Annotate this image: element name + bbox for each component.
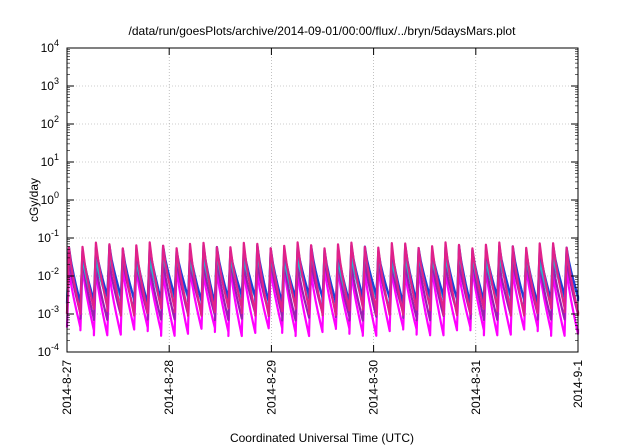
y-tick-label: 10-1 (38, 228, 59, 245)
y-tick-label: 10-4 (38, 342, 59, 359)
x-tick-label: 2014-8-31 (469, 360, 483, 415)
x-axis-label: Coordinated Universal Time (UTC) (230, 431, 414, 445)
y-axis: 10-4 10-3 10-2 10-1 100 101 102 103 104 (38, 38, 578, 359)
series-group (65, 241, 580, 338)
y-tick-label: 10-3 (38, 304, 59, 321)
y-tick-label: 104 (41, 38, 59, 55)
x-axis: 2014-8-27 2014-8-28 2014-8-29 2014-8-30 2014… (60, 48, 585, 415)
y-tick-label: 10-2 (38, 266, 59, 283)
x-tick-label: 2014-8-29 (264, 360, 278, 415)
y-tick-label: 100 (41, 190, 59, 207)
y-tick-label: 102 (41, 114, 59, 131)
x-tick-label: 2014-8-30 (367, 360, 381, 415)
y-tick-label: 101 (41, 152, 59, 169)
x-tick-label: 2014-9-1 (571, 360, 585, 408)
chart-title: /data/run/goesPlots/archive/2014-09-01/0… (129, 24, 517, 38)
x-tick-label: 2014-8-27 (60, 360, 74, 415)
y-tick-label: 103 (41, 76, 59, 93)
series-line (65, 241, 580, 317)
y-axis-label: cGy/day (27, 178, 41, 222)
x-tick-label: 2014-8-28 (162, 360, 176, 415)
